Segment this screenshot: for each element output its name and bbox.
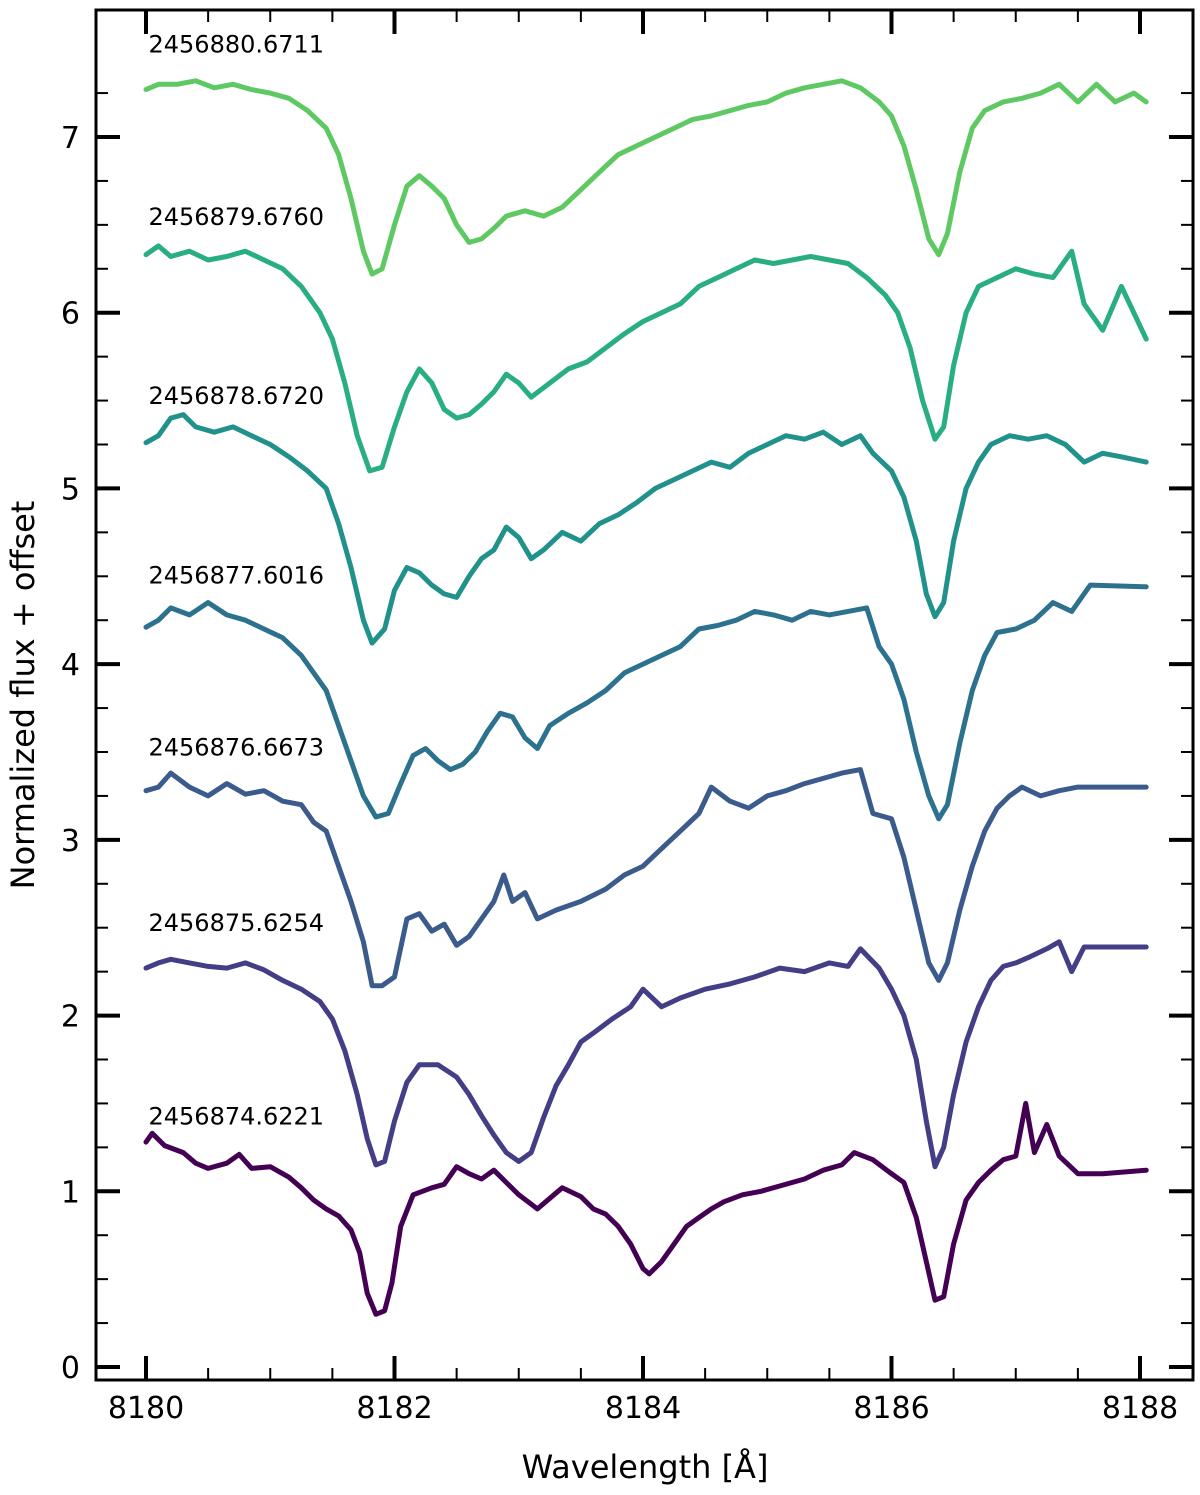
series-line-2456878.6720 [143,412,1149,646]
series-line-2456874.6221 [143,1100,1149,1317]
y-tick-label: 0 [61,1351,80,1386]
x-tick-label: 8186 [853,1391,929,1426]
x-tick-label: 8182 [356,1391,432,1426]
y-tick-label: 2 [61,1000,80,1035]
x-tick-label: 8184 [605,1391,681,1426]
series-line-2456880.6711 [143,78,1149,277]
y-tick-label: 3 [61,824,80,859]
x-axis-label: Wavelength [Å] [522,1448,769,1486]
series-line-2456877.6016 [143,582,1149,822]
y-tick-label: 4 [61,648,80,683]
y-tick-label: 5 [61,472,80,507]
y-axis-label: Normalized flux + offset [4,501,42,890]
series-label-2456879.6760: 2456879.6760 [148,203,324,231]
series-label-2456877.6016: 2456877.6016 [148,561,324,589]
series-label-2456878.6720: 2456878.6720 [148,382,324,410]
series-line-2456875.6254 [143,939,1149,1170]
series-label-2456876.6673: 2456876.6673 [148,734,324,762]
y-tick-label: 1 [61,1175,80,1210]
series-label-2456875.6254: 2456875.6254 [148,909,324,937]
series-line-2456879.6760 [143,243,1149,474]
series-label-2456880.6711: 2456880.6711 [148,31,324,59]
series-label-2456874.6221: 2456874.6221 [148,1103,324,1131]
series-labels: 2456880.6711 2456879.6760 2456878.6720 2456… [148,31,324,1131]
x-tick-label: 8188 [1102,1391,1178,1426]
x-tick-label: 8180 [108,1391,184,1426]
series-lines [143,78,1149,1317]
axis-ticks: 8180 8182 8184 8186 8188 0 1 2 3 4 5 6 7 [61,10,1193,1426]
series-line-2456876.6673 [143,767,1149,989]
y-tick-label: 7 [61,121,80,156]
y-tick-label: 6 [61,297,80,332]
